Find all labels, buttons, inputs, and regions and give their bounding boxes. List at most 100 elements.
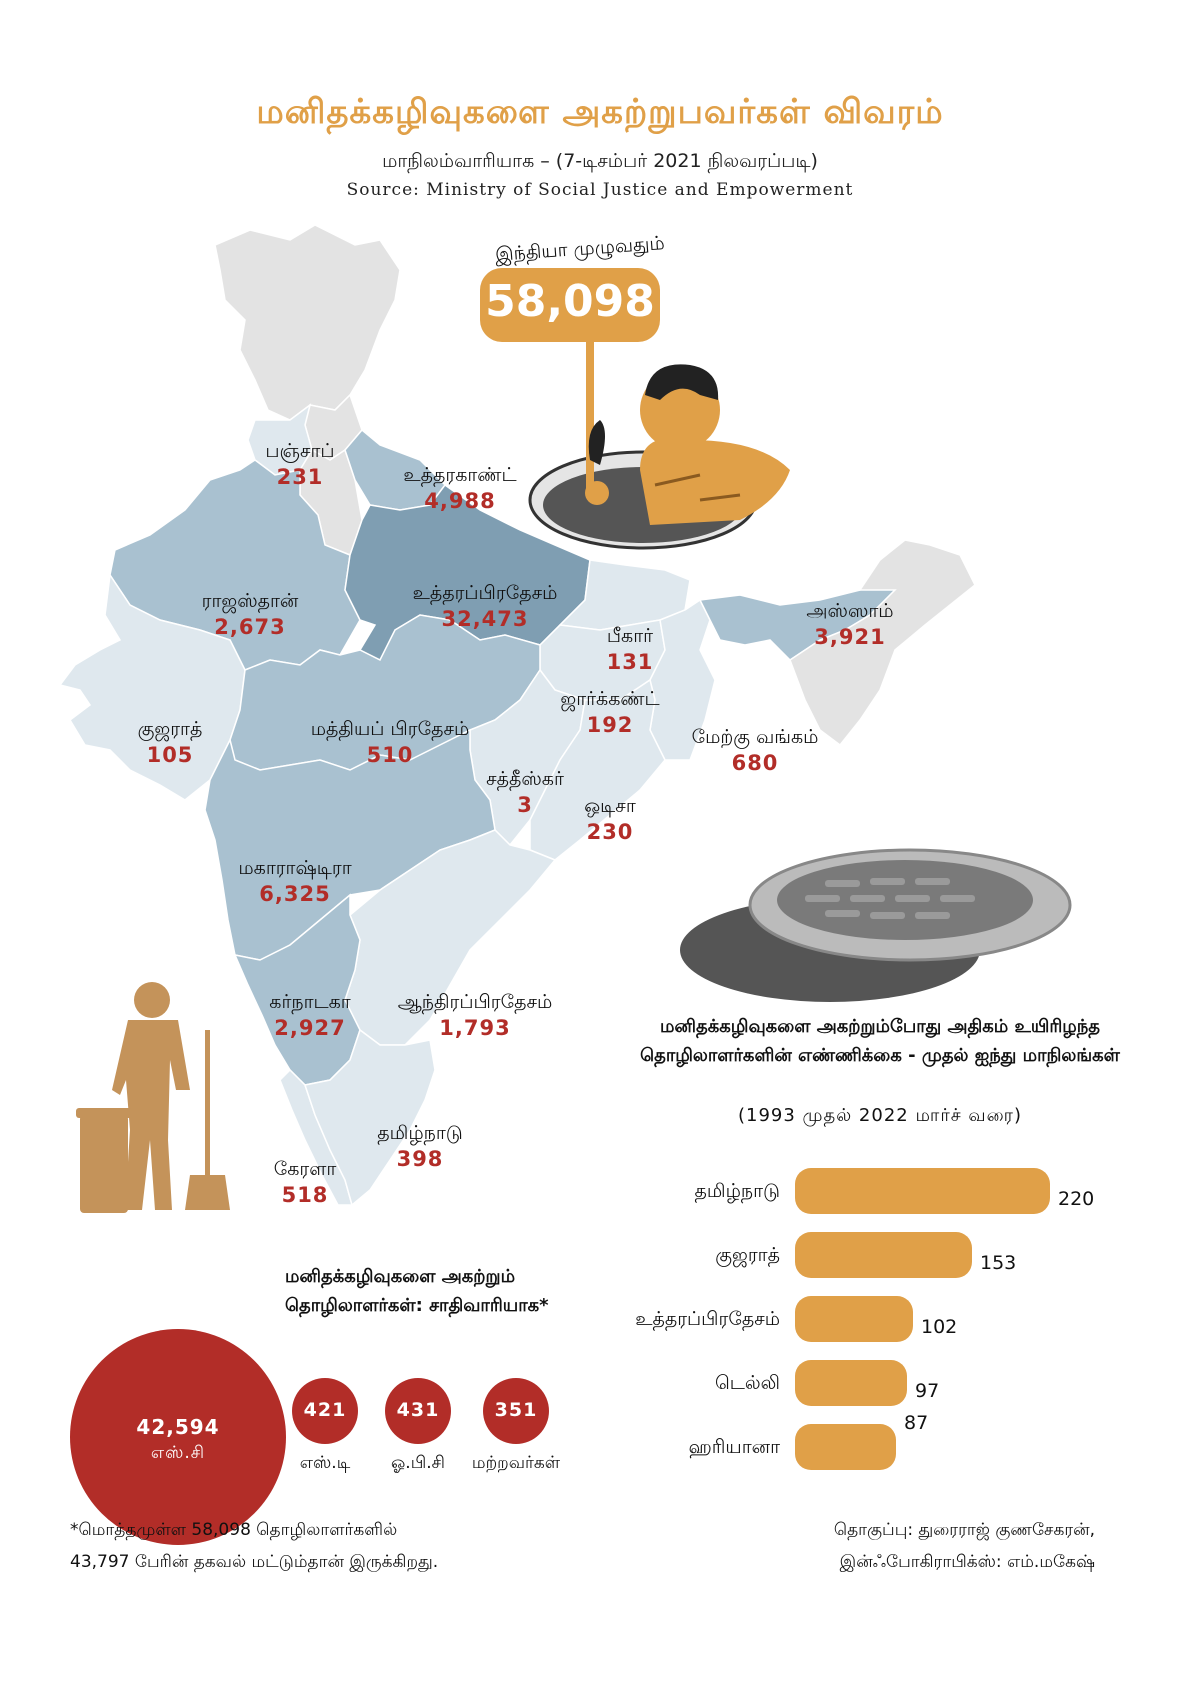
- map-label-odisha: ஒடிசா 230: [560, 795, 660, 844]
- map-region-northeast: [789, 539, 976, 747]
- bar-value: 153: [980, 1252, 1017, 1274]
- bar: [795, 1232, 972, 1278]
- sign-board: [480, 268, 660, 342]
- map-label-punjab: பஞ்சாப் 231: [230, 440, 370, 489]
- map-label-karnataka: கர்நாடகா 2,927: [245, 991, 375, 1040]
- bar-label: டெல்லி: [714, 1372, 780, 1394]
- bar: [795, 1360, 907, 1406]
- state-name: உத்தரப்பிரதேசம்: [412, 582, 558, 604]
- map-region-karnataka: [233, 893, 361, 1086]
- sanitation-worker-icon: [76, 982, 230, 1213]
- state-value: 4,988: [424, 489, 496, 513]
- page-subtitle: மாநிலம்வாரியாக – (7-டிசம்பர் 2021 நிலவரப…: [382, 150, 818, 172]
- state-value: 510: [366, 743, 414, 767]
- map-label-andhra-pradesh: ஆந்திரப்பிரதேசம் 1,793: [375, 991, 575, 1040]
- credits-line-2: இன்ஃபோகிராபிக்ஸ்: எம்.மகேஷ்: [839, 1552, 1095, 1572]
- sewer-worker-icon: [528, 310, 790, 550]
- bubble-label: மற்றவர்கள்: [471, 1453, 561, 1473]
- bubble-label: எஸ்.சி: [150, 1443, 206, 1463]
- bubble: [483, 1378, 549, 1444]
- state-name: மேற்கு வங்கம்: [691, 726, 819, 748]
- state-value: 192: [586, 713, 634, 737]
- state-value: 1,793: [439, 1016, 511, 1040]
- state-name: கேரளா: [273, 1158, 337, 1180]
- bubble-value: 42,594: [136, 1415, 220, 1439]
- bar-label: தமிழ்நாடு: [694, 1180, 780, 1202]
- state-name: கர்நாடகா: [269, 991, 351, 1013]
- state-value: 231: [276, 465, 324, 489]
- map-region-tamil-nadu: [304, 1028, 436, 1207]
- bar-value: 102: [921, 1316, 958, 1338]
- state-value: 105: [146, 743, 194, 767]
- bubble-value: 351: [494, 1399, 538, 1421]
- footnote-line-2: 43,797 பேரின் தகவல் மட்டும்தான் இருக்கிற…: [70, 1552, 439, 1572]
- map-region-west-bengal: [649, 598, 716, 761]
- state-value: 680: [731, 751, 779, 775]
- state-value: 131: [606, 650, 654, 674]
- state-value: 32,473: [441, 607, 529, 631]
- page-title: மனிதக்கழிவுகளை அகற்றுபவர்கள் விவரம்: [256, 92, 944, 132]
- bubble: [70, 1329, 286, 1545]
- bubble-value: 421: [303, 1399, 347, 1421]
- map-label-maharashtra: மகாராஷ்டிரா 6,325: [210, 857, 380, 906]
- bar-label: உத்தரப்பிரதேசம்: [635, 1308, 780, 1330]
- state-name: மத்தியப் பிரதேசம்: [310, 718, 470, 740]
- state-name: குஜராத்: [137, 718, 203, 740]
- map-label-tamil-nadu: தமிழ்நாடு 398: [355, 1122, 485, 1171]
- sign-total-value: 58,098: [485, 276, 655, 327]
- footnote: *மொத்தமுள்ள 58,098 தொழிலாளர்களில் 43,797…: [70, 1514, 438, 1578]
- source-line: Source: Ministry of Social Justice and E…: [346, 180, 854, 200]
- state-name: மகாராஷ்டிரா: [238, 857, 352, 879]
- bubble-label: எஸ்.டி: [299, 1453, 351, 1473]
- map-label-bihar: பீகார் 131: [575, 625, 685, 674]
- bar-value: 220: [1058, 1188, 1095, 1210]
- map-label-jharkhand: ஜார்க்கண்ட் 192: [530, 688, 690, 737]
- bar-chart-subtitle: (1993 முதல் 2022 மார்ச் வரை): [737, 1105, 1023, 1126]
- map-label-kerala: கேரளா 518: [255, 1158, 355, 1207]
- bar-value: 97: [915, 1380, 940, 1402]
- state-value: 2,673: [214, 615, 286, 639]
- map-label-rajasthan: ராஜஸ்தான் 2,673: [160, 590, 340, 639]
- bar-chart-title: மனிதக்கழிவுகளை அகற்றும்போது அதிகம் உயிரி…: [640, 1016, 1120, 1066]
- bar-value: 87: [904, 1412, 929, 1434]
- state-value: 398: [396, 1147, 444, 1171]
- footnote-line-1: *மொத்தமுள்ள 58,098 தொழிலாளர்களில்: [70, 1520, 398, 1540]
- map-region-gujarat: [58, 572, 246, 801]
- state-value: 2,927: [274, 1016, 346, 1040]
- credits-line-1: தொகுப்பு: துரைராஜ் குணசேகரன்,: [833, 1520, 1095, 1540]
- state-name: பஞ்சாப்: [265, 440, 335, 462]
- map-label-chhattisgarh: சத்தீஸ்கர் 3: [465, 768, 585, 817]
- map-label-madhya-pradesh: மத்தியப் பிரதேசம் 510: [280, 718, 500, 767]
- bar: [795, 1168, 1050, 1214]
- state-name: சத்தீஸ்கர்: [486, 768, 564, 790]
- bar: [795, 1296, 913, 1342]
- manhole-cover-icon: [680, 848, 1072, 1002]
- state-value: 6,325: [259, 882, 331, 906]
- state-name: அஸ்ஸாம்: [806, 600, 894, 622]
- state-value: 230: [586, 820, 634, 844]
- map-region-north: [214, 224, 401, 421]
- state-value: 3,921: [814, 625, 886, 649]
- state-name: ஒடிசா: [584, 795, 636, 817]
- state-name: ராஜஸ்தான்: [201, 590, 299, 612]
- state-value: 3: [517, 793, 533, 817]
- bubble-value: 431: [396, 1399, 440, 1421]
- bubble: [385, 1378, 451, 1444]
- bubble-label: ஓ.பி.சி: [391, 1453, 445, 1473]
- bubble: [292, 1378, 358, 1444]
- bar-label: ஹரியானா: [688, 1436, 780, 1458]
- map-label-assam: அஸ்ஸாம் 3,921: [780, 600, 920, 649]
- bar-label: குஜராத்: [715, 1244, 780, 1266]
- state-name: தமிழ்நாடு: [377, 1122, 463, 1144]
- map-label-gujarat: குஜராத் 105: [110, 718, 230, 767]
- map-label-west-bengal: மேற்கு வங்கம் 680: [665, 726, 845, 775]
- bar: [795, 1424, 896, 1470]
- state-name: ஆந்திரப்பிரதேசம்: [397, 991, 553, 1013]
- state-name: ஜார்க்கண்ட்: [560, 688, 660, 710]
- map-states: [58, 224, 976, 1207]
- state-value: 518: [281, 1183, 329, 1207]
- map-label-uttar-pradesh: உத்தரப்பிரதேசம் 32,473: [370, 582, 600, 631]
- state-name: உத்தரகாண்ட்: [403, 464, 517, 486]
- map-label-uttarakhand: உத்தரகாண்ட் 4,988: [370, 464, 550, 513]
